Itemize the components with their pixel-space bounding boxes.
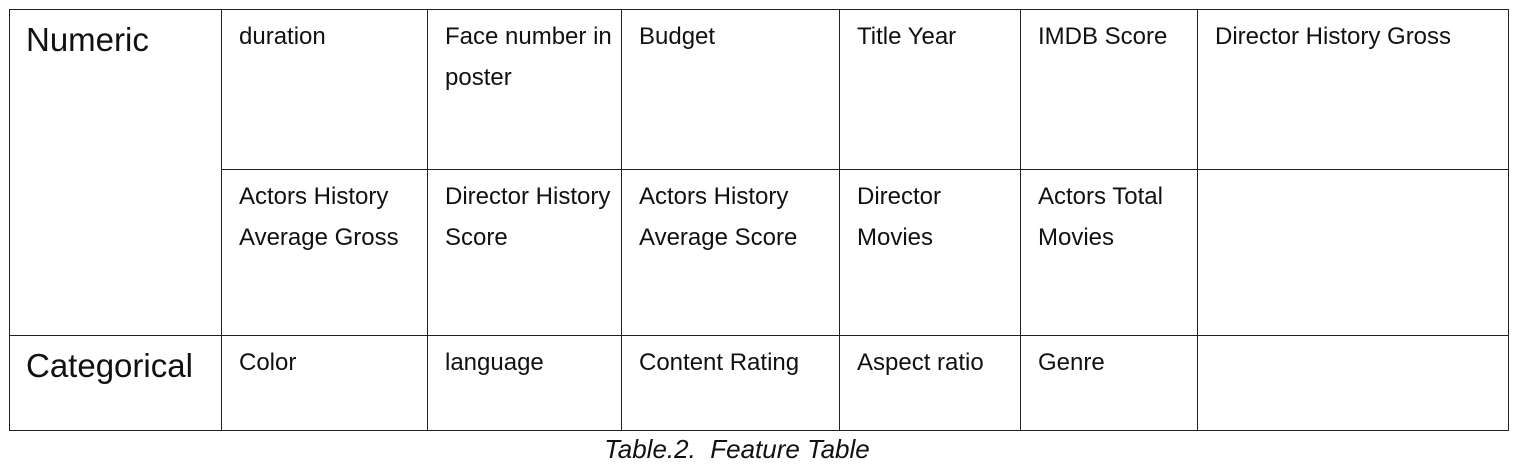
feature-name: Face number in poster <box>445 23 612 91</box>
feature-name: Content Rating <box>639 349 800 376</box>
feature-name: Color <box>239 349 297 376</box>
feature-name: Director History Gross <box>1215 23 1452 50</box>
table-cell: Director History Score <box>427 169 622 336</box>
table-cell: Aspect ratio <box>839 335 1021 431</box>
table-cell: Color <box>221 335 428 431</box>
category-label-numeric: Numeric <box>26 21 149 58</box>
table-cell: Director Movies <box>839 169 1021 336</box>
feature-name: duration <box>239 23 326 50</box>
feature-name: Actors History Average Gross <box>239 183 399 251</box>
feature-name <box>1198 336 1508 342</box>
feature-name: language <box>445 349 544 376</box>
table-cell: Actors History Average Gross <box>221 169 428 336</box>
feature-name: Actors Total Movies <box>1038 183 1163 251</box>
feature-table: Numeric duration Face number in poster B… <box>9 9 1509 431</box>
table-cell: IMDB Score <box>1020 9 1198 170</box>
categorical-row: Categorical Color language Content Ratin… <box>9 335 1509 431</box>
feature-name: Director History Score <box>445 183 611 251</box>
table-cell: Budget <box>621 9 840 170</box>
feature-name: Director Movies <box>857 183 942 251</box>
feature-name: IMDB Score <box>1038 23 1168 50</box>
table-cell: Director History Gross <box>1197 9 1509 170</box>
table-cell <box>1197 169 1509 336</box>
category-cell-categorical: Categorical <box>9 335 222 431</box>
feature-name: Title Year <box>857 23 957 50</box>
category-cell-numeric: Numeric <box>9 9 222 336</box>
table-cell: language <box>427 335 622 431</box>
table-cell: Title Year <box>839 9 1021 170</box>
table-cell <box>1197 335 1509 431</box>
table-cell: Actors Total Movies <box>1020 169 1198 336</box>
table-caption: Table.2. Feature Table <box>604 434 870 464</box>
table-cell: Face number in poster <box>427 9 622 170</box>
table-cell: Content Rating <box>621 335 840 431</box>
numeric-row-2: Actors History Average Gross Director Hi… <box>10 169 1509 336</box>
feature-name: Actors History Average Score <box>639 183 798 251</box>
numeric-row-1: Numeric duration Face number in poster B… <box>9 9 1509 336</box>
feature-name <box>1198 170 1508 176</box>
table-cell: duration <box>221 9 428 170</box>
feature-name: Aspect ratio <box>857 349 984 376</box>
table-cell: Genre <box>1020 335 1198 431</box>
table-cell: Actors History Average Score <box>621 169 840 336</box>
feature-name: Budget <box>639 23 716 50</box>
feature-name: Genre <box>1038 349 1105 376</box>
category-label-categorical: Categorical <box>26 347 193 384</box>
